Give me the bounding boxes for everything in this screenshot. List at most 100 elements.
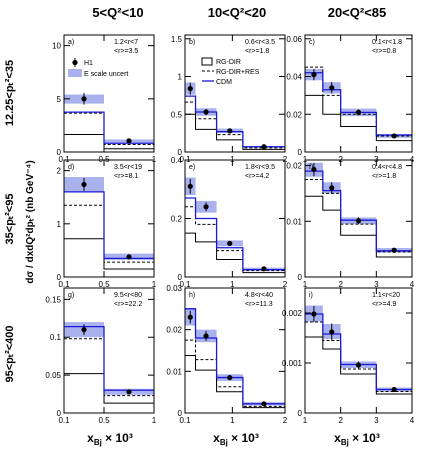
- y-tick-label: 5: [57, 95, 62, 104]
- y-tick-label: 0.02: [286, 162, 302, 171]
- x-tick-label: 2: [338, 280, 343, 289]
- row-header-2: 35<pₜ²<95: [4, 194, 16, 245]
- panel-h: 0 0.01 0.02 0.03 0.1 1 2 h) 4.8<r<40 <r>=11.3: [166, 284, 287, 425]
- h1-point: [391, 386, 397, 393]
- h1-point: [391, 247, 397, 253]
- panel-label: d): [68, 164, 74, 171]
- r-mean-label: <r>=3.5: [114, 48, 138, 55]
- plot-frame: [304, 159, 413, 278]
- panel-label: h): [189, 292, 195, 299]
- h1-point: [355, 109, 362, 115]
- x-tick-label: 1: [303, 280, 308, 289]
- panel-c: 00.020.040.061 2 3 4c) 0.1<r<1.8<r>=0.8: [286, 34, 415, 164]
- y-tick-label: 0.4: [171, 156, 183, 165]
- h1-point: [203, 333, 209, 339]
- y-tick-label: 0: [178, 409, 183, 418]
- r-mean-label: <r>=22.2: [114, 301, 142, 308]
- h1-point: [391, 133, 397, 139]
- y-tick-label: 0.04: [286, 73, 302, 82]
- y-tick-label: 0: [298, 273, 303, 282]
- panel-label: b): [189, 39, 195, 46]
- r-range-label: 4.8<r<40: [245, 292, 273, 299]
- h1-point: [355, 218, 362, 224]
- legend-rgres: RG-DIR+RES: [202, 69, 260, 76]
- rgdir-line: [185, 232, 285, 274]
- cdm-line: [305, 72, 412, 136]
- h1-point: [203, 204, 209, 210]
- plot-frame: [184, 287, 286, 414]
- h1-point: [81, 327, 87, 333]
- plot-frame: [304, 287, 413, 414]
- r-mean-label: <r>=8.1: [114, 173, 138, 180]
- x-axis-suffix: × 10³: [102, 431, 133, 445]
- x-tick-label: 1: [230, 280, 235, 289]
- panel-i: 0 0.001 0.002 1 2 3 4 i) 1.1<r<20 <r>=4.9: [282, 287, 415, 425]
- legend-escale-label: E scale uncert: [84, 71, 128, 78]
- x-axis-var: x: [334, 431, 341, 445]
- row-header-3: 95<pₜ²<400: [4, 325, 16, 382]
- h1-point: [227, 374, 233, 381]
- panel-label: c): [309, 39, 315, 46]
- h1-point: [261, 266, 267, 272]
- y-tick-label: 1: [57, 220, 62, 229]
- plot-frame: [63, 159, 155, 278]
- rgres-line: [64, 204, 154, 263]
- h1-point: [261, 401, 267, 407]
- y-tick-label: 0.01: [286, 217, 302, 226]
- legend-rgdir-swatch: [201, 57, 213, 66]
- y-tick-label: 0.15: [45, 295, 61, 304]
- rgres-line: [305, 321, 412, 392]
- x-tick-label: 4: [410, 416, 415, 425]
- rgres-line: [185, 339, 285, 407]
- plot-frame: [304, 34, 413, 153]
- x-axis-suffix: × 10³: [349, 431, 380, 445]
- cdm-line: [185, 95, 285, 148]
- column-header-1: 5<Q²<10: [92, 5, 143, 20]
- y-tick-label: 0: [178, 148, 183, 157]
- y-tick-label: 0: [298, 409, 303, 418]
- rgdir-line: [64, 373, 154, 404]
- r-mean-label: <r>=0.8: [372, 48, 396, 55]
- panel-d: 0 1 2 0.1 0.5 1 d) 3.5<r<19 <r>=8.1: [57, 159, 157, 289]
- r-range-label: 9.5<r<80: [114, 292, 142, 299]
- h1-point: [329, 85, 335, 91]
- y-tick-label: 0.02: [286, 110, 302, 119]
- panel-label: a): [68, 39, 74, 46]
- cdm-line: [185, 197, 285, 271]
- column-header-2: 10<Q²<20: [208, 5, 267, 20]
- rgdir-line: [305, 195, 412, 258]
- y-tick-label: 0: [178, 273, 183, 282]
- rgdir-line: [185, 355, 285, 409]
- cdm-line: [305, 170, 412, 252]
- r-mean-label: <r>=1.8: [372, 173, 396, 180]
- y-tick-label: 0.001: [282, 359, 303, 368]
- x-tick-label: 4: [410, 280, 415, 289]
- x-tick-label: 0.5: [98, 416, 110, 425]
- h1-point: [311, 72, 317, 78]
- cdm-line: [64, 111, 154, 144]
- h1-point: [227, 240, 233, 246]
- r-range-label: 1.8<r<9.5: [245, 164, 275, 171]
- panel-f: 0 0.01 0.02 1 2 3 4 f) 0.4<r<4.8 <r>=1.8: [286, 159, 415, 289]
- h1-point: [187, 85, 193, 92]
- r-mean-label: <r>=4.2: [245, 173, 269, 180]
- r-range-label: 0.1<r<1.8: [372, 39, 402, 46]
- x-tick-label: 2: [283, 280, 288, 289]
- y-tick-label: 0.02: [166, 326, 182, 335]
- x-tick-label: 1: [230, 416, 235, 425]
- h1-point: [227, 128, 233, 134]
- h1-point: [126, 138, 132, 144]
- y-tick-label: 0.1: [50, 333, 62, 342]
- x-tick-label: 0.1: [179, 416, 191, 425]
- h1-point: [329, 329, 335, 335]
- y-tick-label: 0: [298, 148, 303, 157]
- r-range-label: 1.2<r<7: [114, 39, 138, 46]
- r-range-label: 3.5<r<19: [114, 164, 142, 171]
- legend-rgdir-label: RG-DIR: [216, 59, 241, 66]
- h1-point: [311, 311, 317, 317]
- cdm-line: [305, 313, 412, 391]
- y-tick-label: 0.5: [171, 110, 183, 119]
- x-axis-var: x: [87, 431, 94, 445]
- x-axis-sub: Bj: [94, 438, 102, 447]
